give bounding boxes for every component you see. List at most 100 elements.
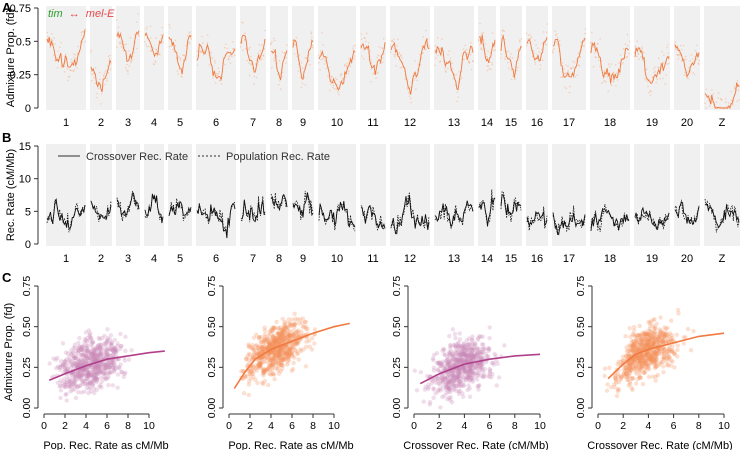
admixture-point [94, 82, 96, 84]
scatter-point [83, 354, 88, 359]
admixture-point [504, 55, 507, 58]
admixture-point [375, 72, 378, 75]
y-tick-label: 0.00 [391, 398, 403, 419]
scatter-point [261, 381, 266, 387]
chromosome-band [46, 144, 86, 246]
admixture-line-chr [144, 31, 164, 58]
scatter-point [78, 373, 83, 379]
scatter-point [269, 327, 274, 333]
scatter-point [284, 337, 289, 343]
admixture-line-chr [526, 37, 548, 62]
admixture-point [262, 54, 265, 57]
scatter-point [87, 373, 92, 378]
scatter-point [292, 355, 297, 360]
scatter-point [112, 349, 117, 354]
scatter-point [110, 383, 116, 388]
legend-mel-e: mel-E [86, 8, 115, 20]
scatter-point [263, 369, 268, 375]
scatter-point [277, 362, 282, 367]
scatter-point [55, 355, 60, 361]
admixture-point [317, 54, 320, 57]
admixture-point [622, 47, 625, 50]
admixture-point [128, 50, 130, 52]
admixture-point [583, 45, 585, 47]
scatter-point [502, 343, 507, 348]
admixture-point [81, 41, 84, 43]
scatter-point [639, 337, 644, 342]
scatter-point [252, 348, 258, 353]
scatter-point [92, 355, 97, 360]
scatter-point [111, 358, 116, 363]
scatter-point [94, 370, 99, 375]
scatter-point [282, 322, 288, 328]
chromosome-band [196, 144, 236, 246]
scatter-point [97, 369, 103, 374]
admixture-point [602, 77, 605, 79]
admixture-point [734, 87, 736, 89]
scatter-point [99, 343, 104, 348]
scatter-point [647, 320, 653, 325]
admixture-point [277, 73, 279, 76]
scatter-point [77, 359, 83, 364]
admixture-point [447, 67, 449, 70]
scatter-point [76, 359, 81, 364]
scatter-point [661, 353, 667, 358]
scatter-point [481, 374, 487, 379]
admixture-point [285, 44, 288, 46]
scatter-point [278, 334, 283, 339]
scatter-point [47, 361, 52, 366]
admixture-point [364, 37, 367, 39]
admixture-point [223, 46, 226, 49]
admixture-point [319, 52, 322, 55]
scatter-point [104, 364, 110, 369]
scatter-point [77, 344, 82, 349]
scatter-point [446, 395, 452, 401]
scatter-point [97, 369, 103, 375]
admixture-point [674, 41, 677, 43]
scatter-point [85, 355, 90, 361]
scatter-point [431, 357, 436, 363]
scatter-point [287, 357, 292, 363]
scatter-point [98, 350, 103, 355]
scatter-point [63, 380, 68, 385]
admixture-point [426, 38, 429, 40]
scatter-point [89, 359, 95, 364]
scatter-point [293, 316, 298, 322]
scatter-point [275, 354, 281, 359]
scatter-point [74, 361, 79, 367]
scatter-point [91, 352, 96, 357]
scatter-point [78, 373, 83, 378]
scatter-point [82, 340, 87, 345]
admixture-point [68, 75, 71, 78]
admixture-point [152, 47, 154, 49]
scatter-point [438, 405, 443, 410]
admixture-point [416, 79, 419, 82]
scatter-point [667, 331, 672, 336]
admixture-point [211, 57, 214, 59]
admixture-line-chr [270, 48, 288, 81]
scatter-point [108, 353, 113, 359]
admixture-point [461, 77, 463, 79]
admixture-point [254, 63, 257, 65]
admixture-point [546, 23, 549, 25]
scatter-point [675, 347, 680, 353]
admixture-point [458, 71, 460, 73]
scatter-point [272, 353, 277, 358]
scatter-point [280, 345, 285, 351]
admixture-point [712, 93, 715, 95]
scatter-point [95, 363, 101, 369]
y-axis-label: Rec. Rate (cM/Mb) [5, 149, 17, 241]
admixture-point [542, 59, 544, 61]
scatter-point [278, 351, 283, 357]
scatter-point [292, 344, 297, 350]
scatter-point [86, 370, 91, 375]
scatter-point [260, 349, 265, 354]
admixture-point [196, 64, 199, 67]
scatter-point [112, 367, 117, 372]
scatter-point [278, 360, 283, 365]
scatter-point [83, 366, 89, 372]
scatter-point [277, 336, 283, 341]
scatter-point [256, 351, 262, 356]
scatter-point [71, 380, 77, 385]
admixture-point [525, 32, 528, 35]
